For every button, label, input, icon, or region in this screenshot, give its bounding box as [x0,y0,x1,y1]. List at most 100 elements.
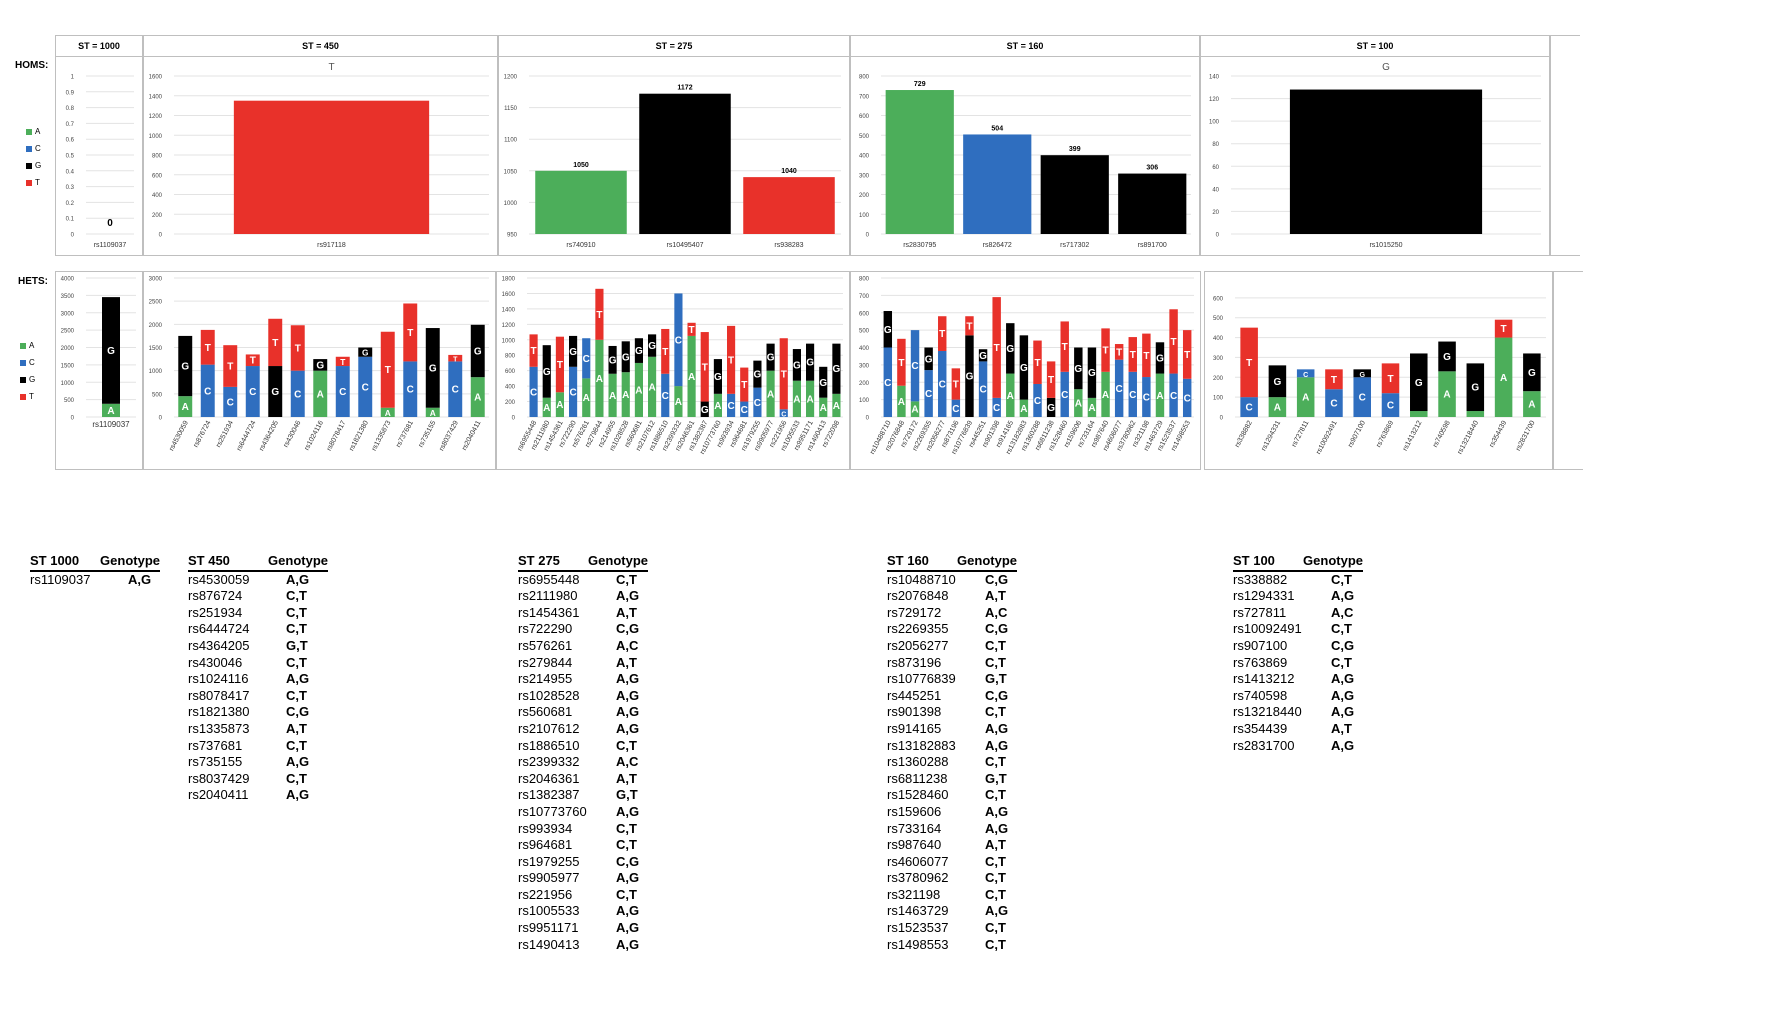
x-tick-label: rs10495407 [667,242,704,249]
segment-label: C [452,385,459,396]
segment-label: T [741,380,747,391]
segment-label: T [702,362,708,373]
table-header: ST 1000 Genotype [30,553,160,572]
bar-segment-rs6955448-C [529,366,538,417]
segment-label: A [767,389,774,400]
y-tick-label: 1000 [149,369,163,375]
segment-label: C [741,405,748,416]
table-row: rs1523537 C,T [887,920,1006,936]
y-tick-label: 500 [64,398,75,404]
y-tick-label: 0 [159,233,163,239]
bar-segment-rs987640-A [1101,371,1110,417]
bar-segment-rs576261-C [582,338,591,379]
segment-label: A [622,390,629,401]
table-row: rs10092491 C,T [1233,621,1352,637]
bar-segment-rs560681-A [634,362,643,417]
y-tick-label: 1800 [502,277,516,283]
bar-segment-rs159606-A [1074,389,1083,417]
x-tick-label: rs740910 [566,242,595,249]
y-tick-label: 20 [1212,210,1219,216]
bar-segment-rs10092491-C [1325,389,1343,417]
panel-title: ST = 450 [144,36,497,57]
bar-rs717302 [1040,155,1109,234]
bar-segment-rs722098-A [832,393,841,417]
segment-label: T [1048,375,1054,386]
y-tick-label: 500 [1213,316,1224,322]
bar-segment-rs1413212-G [1410,353,1428,412]
y-tick-label: 1400 [149,94,163,100]
bar-segment-rs1528460-C [1060,371,1069,417]
segment-label: T [1171,337,1177,348]
table-row: rs1360288 C,T [887,754,1006,770]
segment-label: G [648,341,656,352]
segment-label: G [622,352,630,363]
bar-segment-rs993934-C [727,393,736,417]
y-tick-label: 700 [859,94,870,100]
y-tick-label: 400 [859,154,870,160]
y-tick-label: 300 [859,363,870,369]
y-tick-label: 4000 [61,277,75,283]
segment-label: C [1246,403,1253,414]
bar-segment-rs914165-G [1006,323,1015,374]
legend-swatch-c [26,145,32,152]
y-tick-label: 1100 [504,138,518,144]
data-label: 729 [914,81,926,88]
segment-label: C [1061,390,1068,401]
y-tick-label: 0.8 [66,106,75,112]
table-row: rs901398 C,T [887,704,1006,720]
bar-segment-rs6811238-G [1046,397,1056,417]
legend-swatch-g [26,162,32,169]
table-row: rs1528460 C,T [887,787,1006,803]
bar-segment-rs729172-A [910,401,920,417]
bar-segment-rs876724-C [200,364,215,417]
segment-label: A [898,397,905,408]
table-row: rs987640 A,T [887,837,1006,853]
y-tick-label: 2500 [61,329,75,335]
table-row: rs1886510 C,T [518,737,637,753]
x-tick-label: rs338882 [1234,420,1254,449]
bar-segment-rs901398-C [992,397,1001,417]
bar-segment-rs2269355-C [924,370,933,417]
table-row: rs2107612 A,G [518,720,640,736]
y-tick-label: 200 [859,381,870,387]
table-row: rs876724 C,T [188,588,307,604]
y-tick-label: 100 [1213,396,1224,402]
y-tick-label: 200 [1213,376,1224,382]
segment-label: A [1528,400,1535,411]
segment-label: A [1007,391,1014,402]
segment-label: G [754,370,762,381]
bar-segment-rs1454361-T [555,336,564,393]
bar-segment-rs221956-T [779,338,788,410]
segment-label: G [543,367,551,378]
bar-segment-rs3780962-C [1128,371,1137,417]
bar-rs1015250 [1289,89,1483,234]
bar-segment-rs445251-G [978,349,988,362]
bar-segment-rs1028528-A [621,372,630,417]
segment-label: T [453,357,458,364]
segment-label: C [1303,371,1308,379]
segment-label: C [781,412,786,419]
bar-rs938283 [743,177,835,234]
segment-label: A [793,394,800,405]
bar-segment-rs2046361-T [687,322,696,336]
segment-label: G [1274,377,1282,388]
y-tick-label: 0.7 [66,122,75,128]
x-tick-label: rs1024116 [304,420,326,452]
segment-label: C [1116,384,1123,395]
bar-segment-rs159606-G [1074,347,1083,390]
table-row: rs10488710 C,G [887,571,1009,587]
bar-segment-rs1335873-A [380,407,395,417]
bar-segment-rs1490413-A [819,397,828,417]
table-row: rs430046 C,T [188,654,307,670]
x-tick-label: rs740598 [1432,420,1452,449]
bar-segment-rs430046-T [290,325,305,371]
segment-label: A [806,394,813,405]
segment-label: C [294,389,301,400]
bar-segment-rs1024116-G [313,359,328,371]
homs-panel-st1000: ST = 1000 0 0.1 0.2 0.3 0.4 0.5 0.6 0.7 0.8 0.9 1 0… [55,35,143,256]
